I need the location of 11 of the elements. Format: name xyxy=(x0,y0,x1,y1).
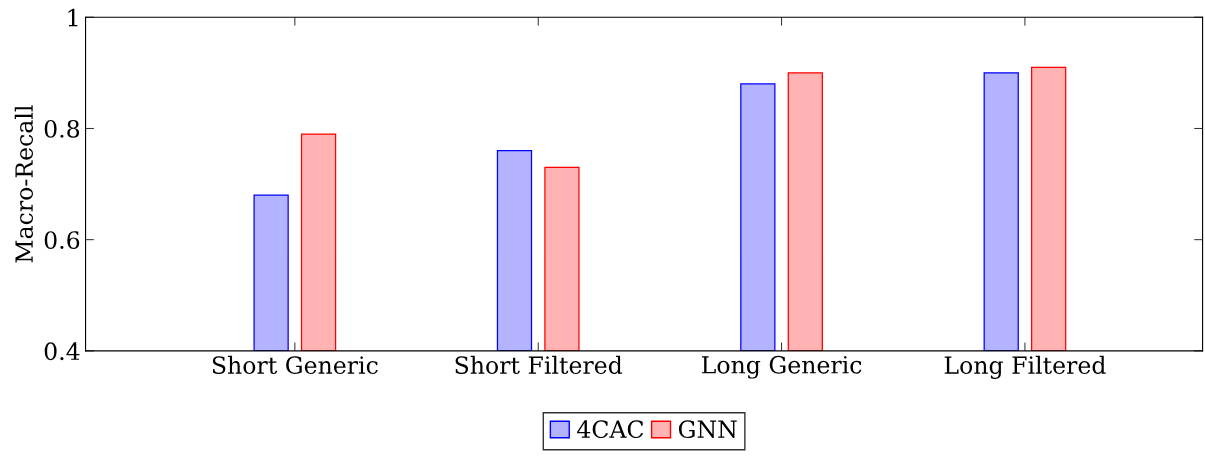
y-axis-title: Macro-Recall xyxy=(14,105,34,263)
y-tick-label: 0.6 xyxy=(44,231,80,249)
y-tick-label: 0.8 xyxy=(44,119,80,138)
legend-label: 4CAC xyxy=(577,420,644,439)
x-tick-label: Long Filtered xyxy=(944,355,1106,379)
y-tick-label: 1 xyxy=(68,8,78,27)
x-tick-label: Long Generic xyxy=(701,355,862,379)
y-tick-label: 0.4 xyxy=(44,342,80,361)
x-tick-label: Short Filtered xyxy=(455,355,623,375)
x-tick-label: Short Generic xyxy=(212,355,378,375)
legend-label: GNN xyxy=(678,420,737,439)
